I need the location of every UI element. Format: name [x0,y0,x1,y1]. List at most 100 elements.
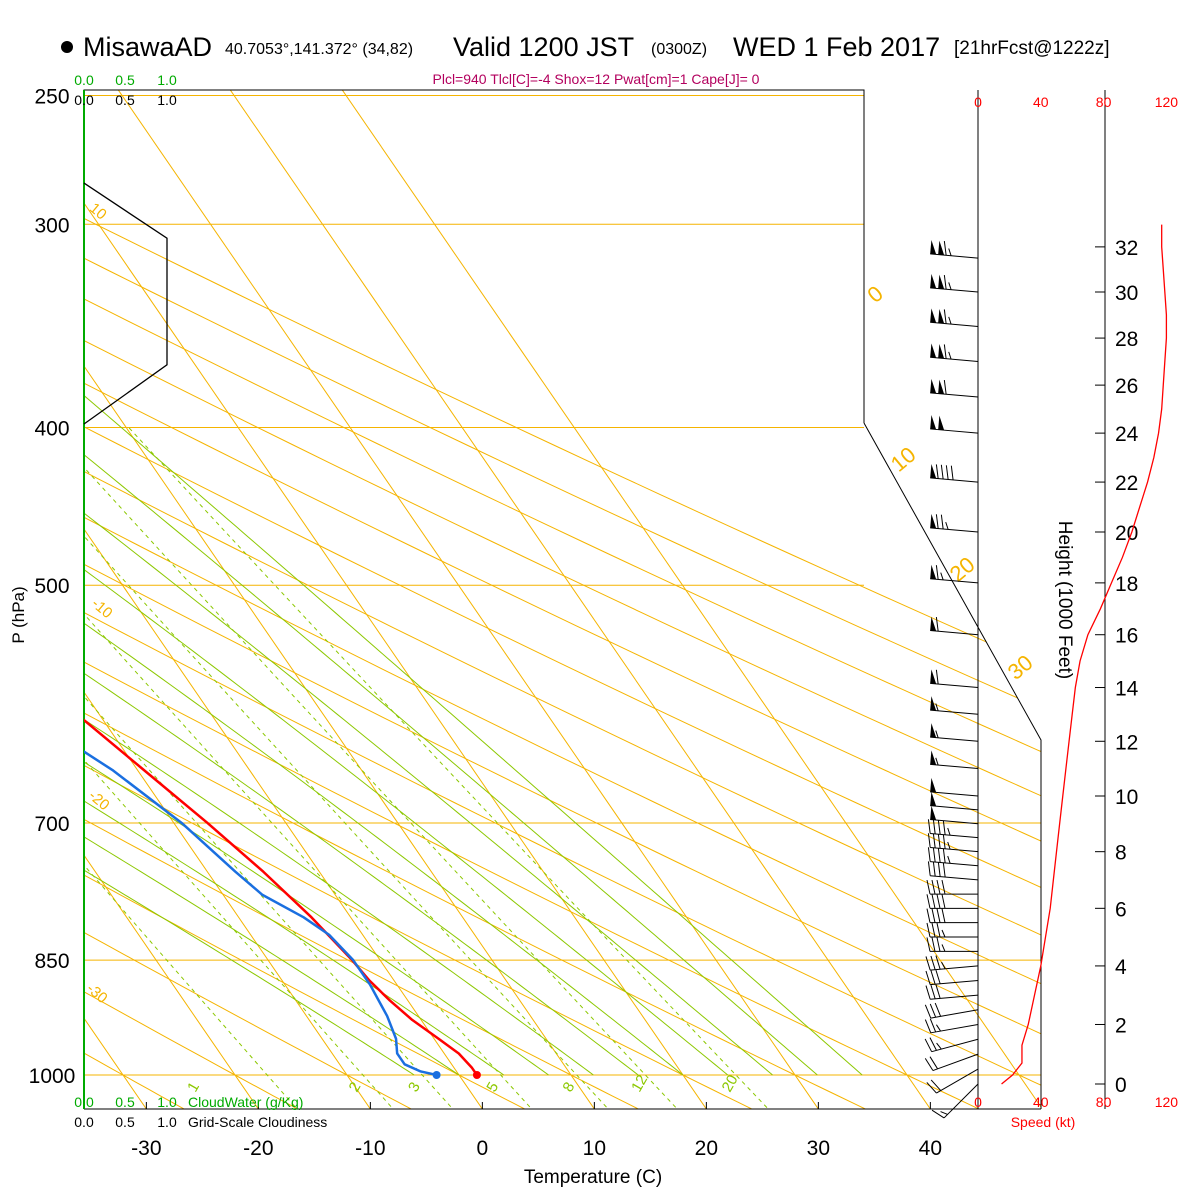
wind-barb-shaft [936,1068,979,1094]
moist-adiabat [84,95,818,1076]
cloudiness-tick-top: 0.5 [115,92,135,108]
wind-barb-shaft [931,1038,979,1053]
wind-barb-feather [926,922,931,938]
dry-adiabat [84,90,1041,1109]
height-tick-label: 20 [1115,522,1138,545]
wind-barb-shaft [930,428,979,434]
wind-barb [930,378,979,398]
height-tick-label: 32 [1115,237,1138,260]
dry-adiabat [84,90,1041,1109]
moist-adiabat [84,95,639,1076]
isotherm-line [237,90,1041,1109]
wind-barb-feather [927,819,931,834]
wind-barb-flag [930,616,937,632]
dry-adiabat [84,90,1041,1109]
wind-barb [924,1002,979,1019]
wind-barb-feather [929,1037,937,1051]
x-axis-label: Temperature (C) [524,1167,662,1188]
dry-adiabat-label: -20 [85,787,113,814]
x-tick-label: 30 [807,1137,830,1160]
dry-adiabat [84,90,1041,1109]
y-tick-label: 400 [34,418,69,441]
isotherm-line [84,90,394,1109]
wind-barb-shaft [930,1009,979,1019]
wind-barb-flag [930,777,937,793]
wind-barb-feather [931,937,936,952]
wind-barb-feather [935,514,939,529]
plot-frame-upper [863,422,1042,1109]
wind-speed-tick-top: 120 [1155,94,1179,110]
dry-adiabat [84,90,1041,1109]
dry-adiabat [84,90,1041,1109]
isotherm-line [125,90,954,1109]
wind-barb-feather [942,834,946,849]
wind-barb-shaft [930,846,979,853]
cloud-water-tick-top: 0.0 [74,72,94,88]
wind-barb-feather [947,841,951,850]
wind-barb-flag [930,343,937,358]
x-tick-label: 20 [695,1137,718,1160]
wind-barb [930,513,979,533]
wind-barb [931,1083,979,1119]
wind-speed-profile [1001,224,1168,1085]
wind-barb-feather [927,847,931,862]
wind-barb-feather [948,282,952,290]
wind-barb-feather [926,1082,937,1094]
wind-barb-shaft [930,965,979,971]
wind-speed-tick-bottom: 40 [1033,1094,1049,1110]
wind-barb-feather [945,465,949,480]
dry-adiabat-label: -30 [83,980,111,1007]
wind-barb [930,669,979,689]
wind-barb-flag [930,239,937,255]
wind-barb-flag [930,723,937,738]
moist-adiabat [84,95,729,1076]
moist-adiabat [84,95,684,1076]
cloud-water-label: CloudWater (g/Kg) [188,1094,303,1110]
wind-speed-tick-bottom: 80 [1096,1094,1112,1110]
y-tick-label: 850 [34,950,69,973]
wind-barb-feather [935,757,939,766]
wind-barb [926,879,978,895]
height-tick-label: 6 [1115,898,1127,921]
x-tick-label: 10 [583,1137,606,1160]
wind-barb-feather [937,848,941,863]
wind-barb-feather [942,848,946,863]
wind-barb-flag [938,309,945,324]
wind-barb-feather [931,922,936,938]
wind-barb-flag [938,379,945,395]
wind-barb [930,777,979,797]
dry-adiabat [84,90,475,1109]
wind-barb-feather [945,521,949,530]
wind-barb-feather [924,1058,934,1071]
wind-barb-feather [943,241,947,256]
wind-barb-feather [936,1042,942,1050]
wind-barb-feather [940,464,944,480]
wind-barb-feather [948,316,952,325]
wind-barb-feather [935,669,939,685]
height-tick-label: 2 [1115,1014,1127,1037]
wind-barb-feather [929,1056,939,1070]
wind-barb [927,833,979,853]
wind-barb-shaft [930,861,979,867]
wind-barb-feather [925,956,931,971]
x-tick-label: -20 [243,1137,273,1160]
mixing-ratio-label: 3 [405,1079,424,1095]
wind-barb-shaft [930,709,979,715]
wind-barb-flag [938,344,945,359]
wind-barb-feather [931,894,936,909]
valid-date: WED 1 Feb 2017 [733,32,941,62]
mixing-ratio-label: 20 [719,1072,742,1095]
cloudiness-tick-top: 1.0 [157,92,177,108]
wind-barb-feather [935,565,939,580]
moist-adiabat [84,95,505,1076]
cloudiness-tick-bottom: 0.0 [74,1114,94,1130]
moist-adiabat [84,95,594,1076]
wind-barb [930,791,979,811]
dry-adiabat [84,90,706,1109]
wind-barb-shaft [930,763,979,770]
wind-barb [924,1053,979,1072]
cloudiness-tick-top: 0.0 [74,92,94,108]
wind-barb-feather [940,1111,948,1115]
wind-barb-feather [926,908,931,923]
